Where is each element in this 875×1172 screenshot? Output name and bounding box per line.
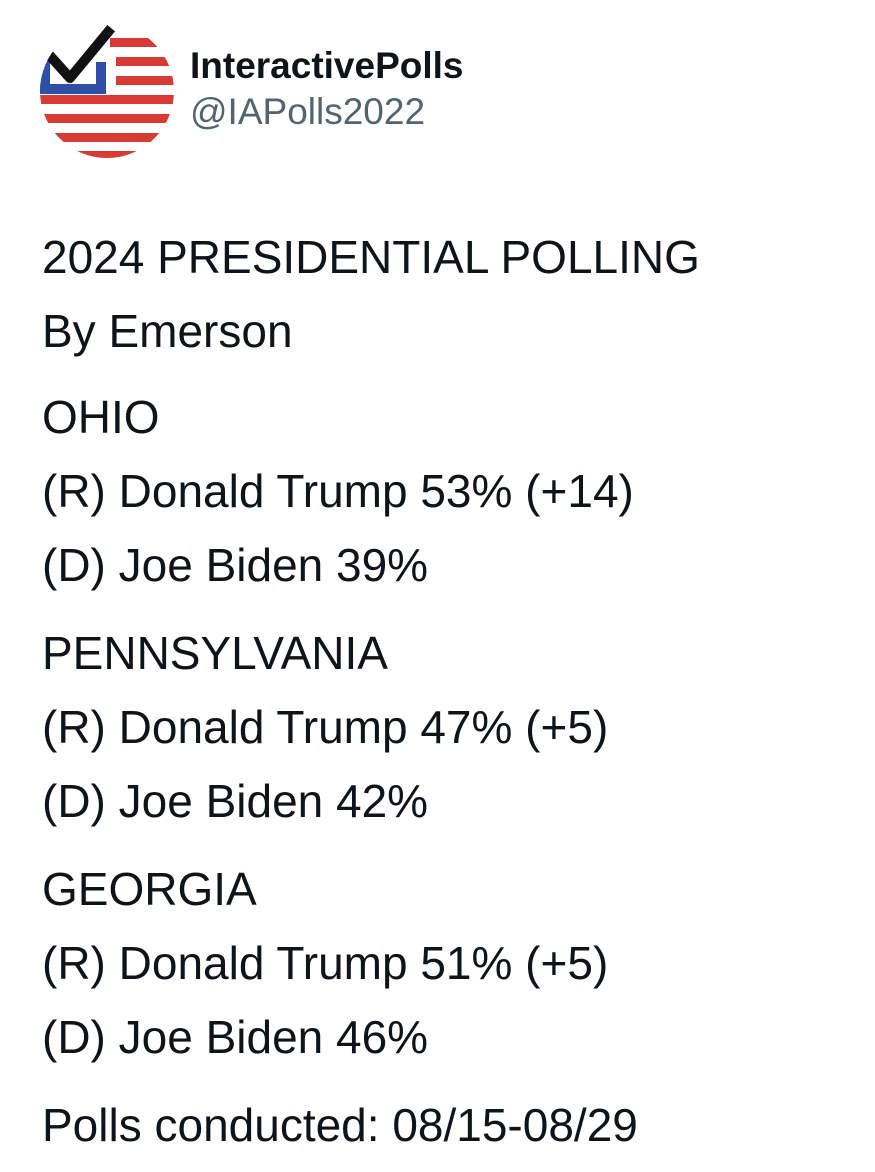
checkmark-flag-icon: [40, 24, 174, 158]
state-block-pennsylvania: PENNSYLVANIA (R) Donald Trump 47% (+5) (…: [42, 616, 862, 838]
account-names: InteractivePolls @IAPolls2022: [190, 43, 464, 135]
intro-block: 2024 PRESIDENTIAL POLLING By Emerson: [42, 220, 862, 368]
candidate-line: (R) Donald Trump 51% (+5): [42, 937, 609, 989]
poll-source: By Emerson: [42, 305, 293, 357]
candidate-line: (D) Joe Biden 39%: [42, 539, 429, 591]
candidate-line: (R) Donald Trump 53% (+14): [42, 465, 634, 517]
polls-conducted: Polls conducted: 08/15-08/29: [42, 1099, 638, 1151]
poll-title: 2024 PRESIDENTIAL POLLING: [42, 231, 700, 283]
tweet-header: InteractivePolls @IAPolls2022: [40, 24, 464, 158]
avatar[interactable]: [40, 24, 174, 158]
footer-block: Polls conducted: 08/15-08/29: [42, 1088, 862, 1162]
state-block-georgia: GEORGIA (R) Donald Trump 51% (+5) (D) Jo…: [42, 852, 862, 1074]
candidate-line: (D) Joe Biden 46%: [42, 1011, 429, 1063]
state-name: PENNSYLVANIA: [42, 627, 388, 679]
state-name: GEORGIA: [42, 863, 257, 915]
display-name[interactable]: InteractivePolls: [190, 45, 464, 86]
candidate-line: (R) Donald Trump 47% (+5): [42, 701, 609, 753]
account-handle[interactable]: @IAPolls2022: [190, 91, 426, 132]
state-block-ohio: OHIO (R) Donald Trump 53% (+14) (D) Joe …: [42, 380, 862, 602]
state-name: OHIO: [42, 391, 160, 443]
candidate-line: (D) Joe Biden 42%: [42, 775, 429, 827]
tweet-text: 2024 PRESIDENTIAL POLLING By Emerson OHI…: [42, 220, 862, 1162]
